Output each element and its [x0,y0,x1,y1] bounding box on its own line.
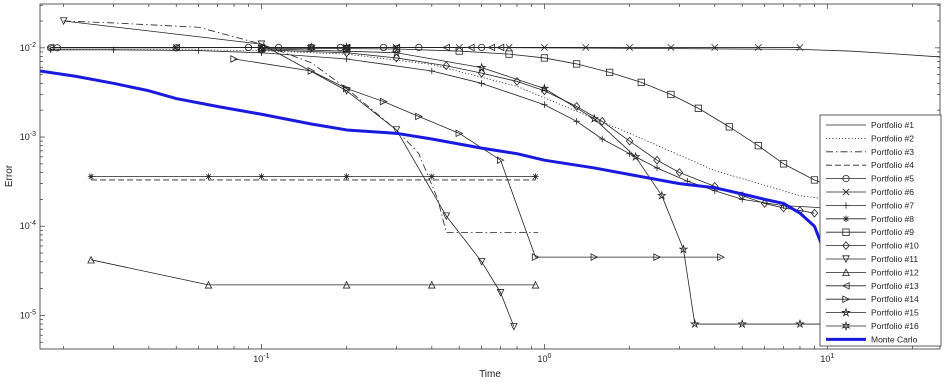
data-point-portfolio-8 [343,173,349,179]
axes: 10-1 100 101 10-5 10-4 10-3 10-2 [20,4,940,364]
data-point-portfolio-8 [532,173,538,179]
y-tick-label: 10-2 [20,42,36,53]
series-line-portfolio-11 [64,21,514,327]
legend-label-portfolio-4: Portfolio #4 [871,160,914,170]
data-point-portfolio-8 [258,173,264,179]
series-line-portfolio-12 [91,260,535,285]
legend-label-portfolio-13: Portfolio #13 [871,281,919,291]
series-line-portfolio-2 [51,49,940,208]
x-axis-label: Time [479,369,501,380]
series-line-monte-carlo [40,71,832,346]
x-tick-label: 101 [820,353,834,364]
data-point-portfolio-7 [654,165,660,171]
data-point-portfolio-7 [429,68,435,74]
legend-label-portfolio-3: Portfolio #3 [871,147,914,157]
series-line-portfolio-1 [51,47,940,57]
series-portfolio-3 [64,21,538,233]
legend-label-monte-carlo: Monte Carlo [871,334,918,344]
data-point-portfolio-7 [573,118,579,124]
legend-label-portfolio-15: Portfolio #15 [871,308,919,318]
series-portfolio-8 [88,173,539,179]
x-tick-label: 100 [537,353,551,364]
legend-label-portfolio-8: Portfolio #8 [871,214,914,224]
legend-label-portfolio-7: Portfolio #7 [871,200,914,210]
data-point-portfolio-11 [511,323,517,329]
data-point-portfolio-8 [205,173,211,179]
legend: Portfolio #1 Portfolio #2 Portfolio #3 Port… [820,115,941,346]
legend-label-portfolio-6: Portfolio #6 [871,187,914,197]
y-axis-label: Error [4,164,15,187]
x-tick-label: 10-1 [253,353,269,364]
series-line-portfolio-14 [234,59,721,257]
plot-marks [40,18,940,347]
legend-label-portfolio-10: Portfolio #10 [871,241,919,251]
y-tick-label: 10-5 [20,309,36,320]
series-portfolio-1 [51,47,940,57]
series-line-portfolio-7 [51,50,869,211]
legend-label-portfolio-11: Portfolio #11 [871,254,918,264]
data-point-portfolio-8 [429,173,435,179]
legend-marker-portfolio-8 [843,216,849,222]
series-line-portfolio-9 [261,49,899,198]
y-tick-label: 10-3 [20,131,36,142]
series-portfolio-14 [231,56,724,261]
series-line-portfolio-10 [261,50,814,213]
legend-label-portfolio-9: Portfolio #9 [871,227,914,237]
legend-label-portfolio-14: Portfolio #14 [871,294,919,304]
data-point-portfolio-10 [811,209,817,217]
legend-label-portfolio-12: Portfolio #12 [871,267,919,277]
series-line-portfolio-15 [261,49,912,324]
legend-label-portfolio-16: Portfolio #16 [871,321,919,331]
data-point-portfolio-7 [478,80,484,86]
series-portfolio-2 [51,49,940,208]
data-point-portfolio-7 [599,136,605,142]
series-portfolio-12 [88,257,539,288]
legend-label-portfolio-2: Portfolio #2 [871,133,914,143]
data-point-portfolio-7 [195,47,201,53]
y-tick-label: 10-4 [20,220,36,231]
data-point-portfolio-8 [88,173,94,179]
data-point-portfolio-7 [541,102,547,108]
legend-label-portfolio-1: Portfolio #1 [871,120,914,130]
legend-label-portfolio-5: Portfolio #5 [871,174,914,184]
series-line-portfolio-3 [64,21,538,233]
series-monte-carlo [40,71,832,346]
series-portfolio-9 [258,45,903,200]
data-point-portfolio-12 [88,257,94,263]
